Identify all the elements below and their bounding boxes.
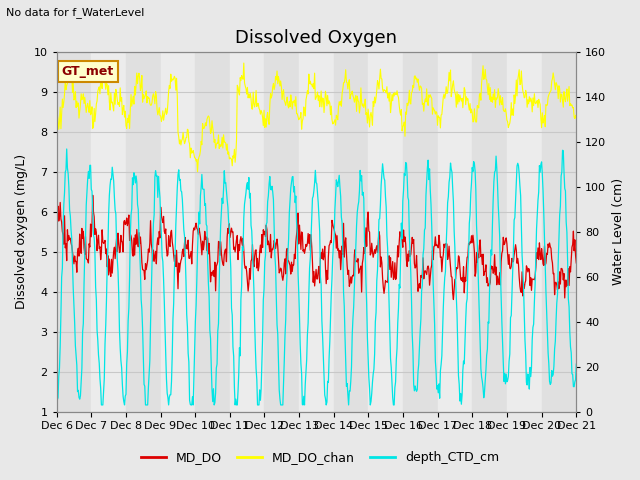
Legend: MD_DO, MD_DO_chan, depth_CTD_cm: MD_DO, MD_DO_chan, depth_CTD_cm	[136, 446, 504, 469]
Bar	[126, 52, 161, 412]
Bar	[56, 52, 92, 412]
Bar	[195, 52, 230, 412]
Bar	[541, 52, 576, 412]
Bar	[299, 52, 334, 412]
Title: Dissolved Oxygen: Dissolved Oxygen	[236, 29, 397, 48]
Text: GT_met: GT_met	[62, 65, 114, 78]
Bar	[161, 52, 195, 412]
Bar	[472, 52, 507, 412]
Bar	[369, 52, 403, 412]
Y-axis label: Dissolved oxygen (mg/L): Dissolved oxygen (mg/L)	[15, 154, 28, 309]
Bar	[507, 52, 541, 412]
Y-axis label: Water Level (cm): Water Level (cm)	[612, 178, 625, 285]
Text: No data for f_WaterLevel: No data for f_WaterLevel	[6, 7, 145, 18]
Bar	[403, 52, 438, 412]
Bar	[92, 52, 126, 412]
Bar	[334, 52, 369, 412]
Bar	[438, 52, 472, 412]
Bar	[230, 52, 264, 412]
Bar	[264, 52, 299, 412]
